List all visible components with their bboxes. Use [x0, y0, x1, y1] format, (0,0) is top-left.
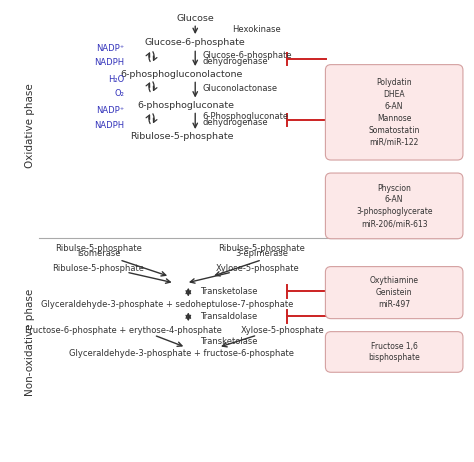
Text: dehydrogenase: dehydrogenase [202, 118, 268, 128]
Text: Glyceraldehyde-3-phosphate + sedoheptulose-7-phosphate: Glyceraldehyde-3-phosphate + sedoheptulo… [41, 300, 294, 310]
Text: Polydatin
DHEA
6-AN
Mannose
Somatostatin
miR/miR-122: Polydatin DHEA 6-AN Mannose Somatostatin… [368, 79, 420, 146]
Text: isomerase: isomerase [77, 249, 120, 258]
Text: NADP⁺: NADP⁺ [96, 106, 124, 116]
Text: Ribulse-5-phosphate: Ribulse-5-phosphate [55, 244, 142, 253]
Text: Glucose-6-phosphate: Glucose-6-phosphate [202, 51, 292, 60]
Text: 6-phosphogluconate: 6-phosphogluconate [137, 101, 235, 110]
Text: Glyceraldehyde-3-phosphate + fructose-6-phosphate: Glyceraldehyde-3-phosphate + fructose-6-… [69, 349, 294, 358]
Text: Transaldolase: Transaldolase [200, 312, 257, 321]
Text: Physcion
6-AN
3-phosphoglycerate
miR-206/miR-613: Physcion 6-AN 3-phosphoglycerate miR-206… [356, 184, 432, 228]
Text: Glucose-6-phosphate: Glucose-6-phosphate [145, 38, 246, 48]
Text: Fructose 1,6
bisphosphate: Fructose 1,6 bisphosphate [368, 341, 420, 362]
Text: Hexokinase: Hexokinase [232, 25, 281, 34]
Text: NADPH: NADPH [94, 58, 124, 67]
Text: Glucose: Glucose [176, 14, 214, 23]
Text: Ribulose-5-phosphate: Ribulose-5-phosphate [130, 133, 233, 141]
Text: NADPH: NADPH [94, 121, 124, 130]
Text: 6-Phosphogluconate: 6-Phosphogluconate [202, 112, 288, 122]
Text: Oxythiamine
Genistein
miR-497: Oxythiamine Genistein miR-497 [370, 276, 419, 309]
Text: Ribulose-5-phosphate: Ribulose-5-phosphate [53, 264, 145, 273]
Text: Transketolase: Transketolase [200, 287, 257, 296]
Text: dehydrogenase: dehydrogenase [202, 57, 268, 66]
Text: Fructose-6-phosphate + erythose-4-phosphate: Fructose-6-phosphate + erythose-4-phosph… [26, 326, 222, 335]
Text: H₂O: H₂O [108, 74, 124, 84]
FancyBboxPatch shape [325, 332, 463, 372]
FancyBboxPatch shape [325, 267, 463, 319]
Text: Oxidative phase: Oxidative phase [25, 84, 35, 168]
Text: 6-phosphogluconolactone: 6-phosphogluconolactone [120, 70, 243, 79]
Text: Gluconolactonase: Gluconolactonase [202, 84, 277, 93]
FancyBboxPatch shape [325, 173, 463, 239]
Text: Ribulse-5-phosphate: Ribulse-5-phosphate [219, 244, 305, 253]
Text: NADP⁺: NADP⁺ [96, 44, 124, 54]
Text: Xylose-5-phosphate: Xylose-5-phosphate [241, 326, 325, 335]
Text: O₂: O₂ [114, 89, 124, 98]
Text: 3-epimerase: 3-epimerase [236, 249, 288, 258]
Text: Transketolase: Transketolase [200, 337, 257, 346]
Text: Xylose-5-phosphate: Xylose-5-phosphate [216, 264, 299, 273]
FancyBboxPatch shape [325, 65, 463, 160]
Text: Non-oxidative phase: Non-oxidative phase [25, 289, 35, 396]
